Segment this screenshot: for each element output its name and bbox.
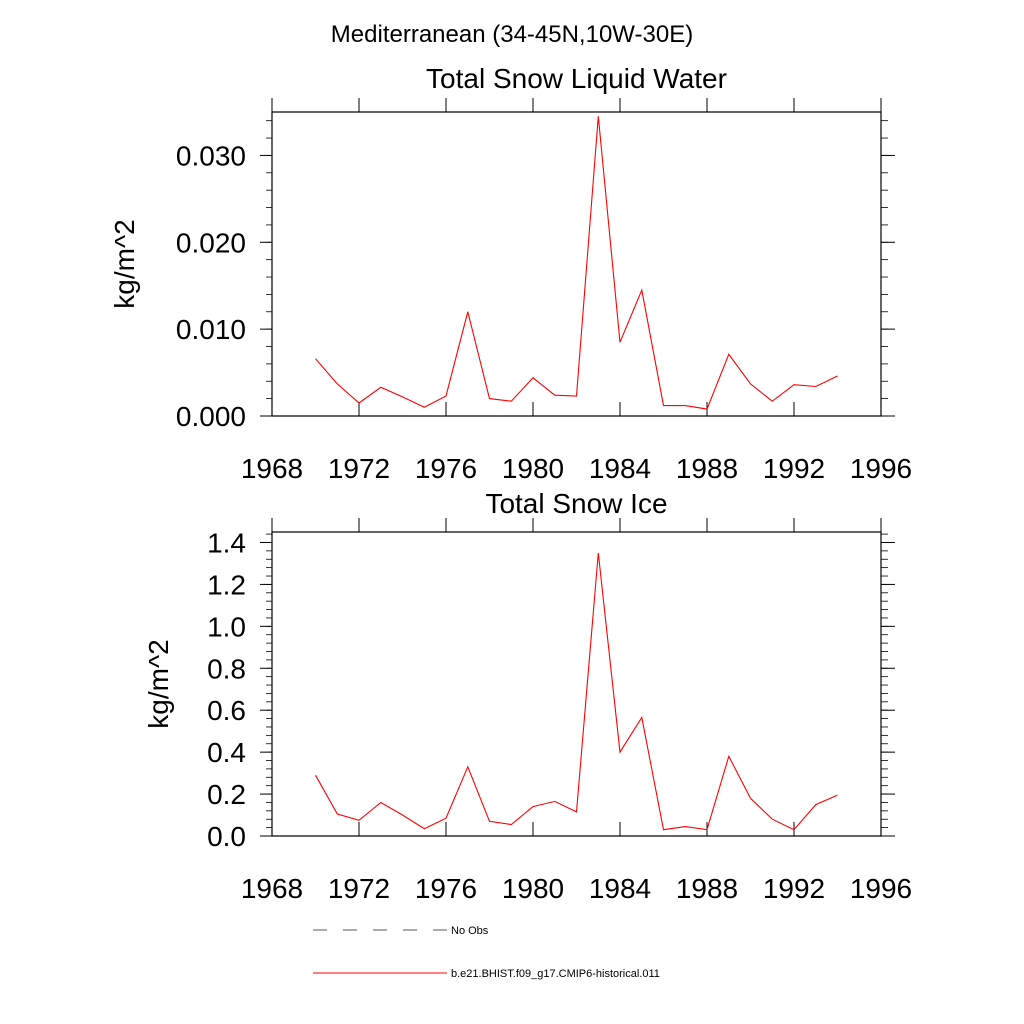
y-tick-label: 0.4 bbox=[207, 737, 246, 768]
y-tick-label: 0.010 bbox=[176, 314, 246, 345]
plot-frame bbox=[271, 111, 882, 417]
y-axis-label: kg/m^2 bbox=[143, 639, 174, 728]
y-tick-label: 0.8 bbox=[207, 653, 246, 684]
y-tick-label: 0.0 bbox=[207, 821, 246, 852]
x-tick-label: 1996 bbox=[850, 453, 912, 484]
legend-label: b.e21.BHIST.f09_g17.CMIP6-historical.011 bbox=[451, 968, 660, 980]
x-tick-label: 1992 bbox=[763, 873, 825, 904]
series-line bbox=[315, 552, 838, 831]
y-axis-label: kg/m^2 bbox=[109, 219, 140, 308]
x-tick-label: 1988 bbox=[676, 453, 738, 484]
chart-title: Total Snow Liquid Water bbox=[426, 63, 727, 94]
y-tick-label: 0.030 bbox=[176, 140, 246, 171]
y-tick-label: 0.2 bbox=[207, 779, 246, 810]
x-tick-label: 1972 bbox=[328, 873, 390, 904]
y-tick-label: 1.4 bbox=[207, 527, 246, 558]
x-tick-label: 1996 bbox=[850, 873, 912, 904]
y-tick-label: 0.000 bbox=[176, 401, 246, 432]
chart-title: Total Snow Ice bbox=[485, 488, 667, 519]
legend: No Obs b.e21.BHIST.f09_g17.CMIP6-historic… bbox=[313, 925, 660, 980]
figure-suptitle: Mediterranean (34-45N,10W-30E) bbox=[331, 21, 693, 48]
y-tick-label: 0.6 bbox=[207, 695, 246, 726]
plot-frame bbox=[271, 531, 882, 837]
legend-label: No Obs bbox=[451, 925, 489, 937]
x-tick-label: 1976 bbox=[415, 453, 477, 484]
x-tick-label: 1976 bbox=[415, 873, 477, 904]
x-tick-label: 1988 bbox=[676, 873, 738, 904]
series-line bbox=[315, 116, 838, 410]
y-tick-label: 1.2 bbox=[207, 569, 246, 600]
x-tick-label: 1984 bbox=[589, 873, 651, 904]
y-tick-label: 0.020 bbox=[176, 227, 246, 258]
x-tick-label: 1992 bbox=[763, 453, 825, 484]
panel-snow-liquid-water: Total Snow Liquid Water kg/m^2 1968 1972 197… bbox=[109, 63, 912, 484]
x-tick-label: 1980 bbox=[502, 453, 564, 484]
x-tick-label: 1968 bbox=[241, 453, 303, 484]
x-tick-label: 1972 bbox=[328, 453, 390, 484]
panel-snow-ice: Total Snow Ice kg/m^2 1968 1972 1976 1980 1984… bbox=[143, 488, 912, 904]
x-tick-label: 1980 bbox=[502, 873, 564, 904]
y-tick-label: 1.0 bbox=[207, 611, 246, 642]
x-tick-label: 1984 bbox=[589, 453, 651, 484]
x-tick-label: 1968 bbox=[241, 873, 303, 904]
